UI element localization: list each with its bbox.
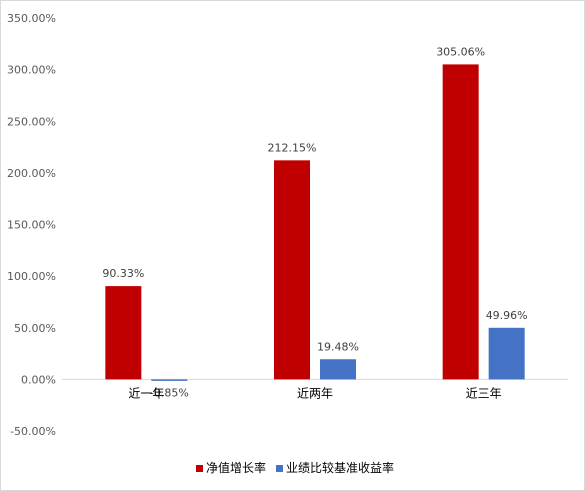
y-tick-label: 100.00% [7, 270, 56, 283]
legend-swatch [196, 465, 203, 472]
data-label: 305.06% [436, 45, 485, 58]
y-tick-label: 350.00% [7, 12, 56, 25]
data-label: 90.33% [102, 267, 144, 280]
y-tick-label: 200.00% [7, 167, 56, 180]
y-tick-label: 50.00% [14, 322, 56, 335]
legend-swatch [276, 465, 283, 472]
data-label: 212.15% [268, 141, 317, 154]
y-tick-label: -50.00% [10, 425, 56, 438]
bar [151, 379, 188, 381]
y-tick-label: 150.00% [7, 219, 56, 232]
x-tick-label: 近一年 [128, 386, 164, 400]
bar [274, 160, 310, 380]
legend-label: 净值增长率 [206, 460, 266, 475]
data-label: 19.48% [317, 340, 359, 353]
x-tick-label: 近三年 [466, 386, 502, 400]
bar [488, 327, 525, 380]
y-tick-label: 250.00% [7, 115, 56, 128]
data-label: -0.85% [150, 386, 189, 399]
x-tick-label: 近两年 [297, 386, 333, 400]
legend-label: 业绩比较基准收益率 [286, 460, 394, 475]
y-tick-label: 300.00% [7, 64, 56, 77]
y-tick-label: 0.00% [21, 373, 56, 386]
bar [320, 359, 356, 380]
bar [105, 286, 142, 380]
bar [442, 64, 479, 380]
data-label: 49.96% [486, 309, 528, 322]
